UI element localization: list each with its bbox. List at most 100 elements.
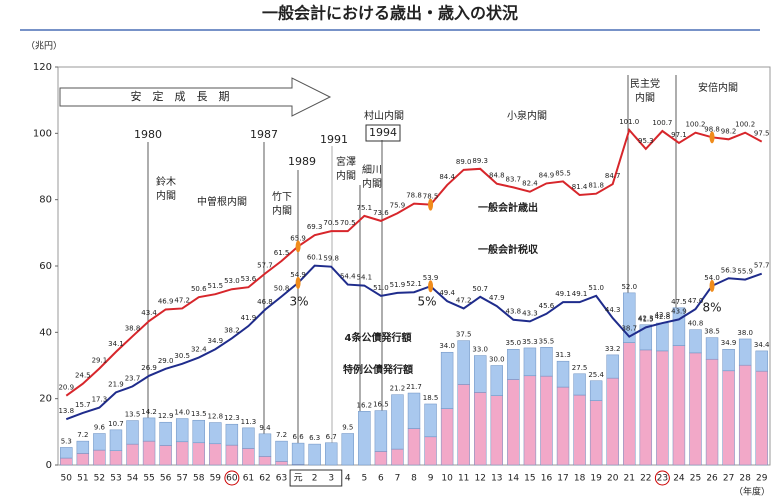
x-tick-label: 63 [276, 474, 287, 484]
bar-segment [258, 456, 272, 466]
tax-marker [295, 276, 301, 289]
bar-segment [606, 377, 619, 466]
bar-total: 9.5 [342, 423, 353, 431]
bar-segment [556, 386, 570, 466]
annotation: 内閣 [362, 177, 382, 190]
bar-segment [275, 440, 288, 462]
x-tick-label: 56 [160, 474, 172, 484]
bar-segment [589, 380, 603, 401]
x-tick-label: 5 [361, 474, 367, 484]
bar-segment [192, 419, 205, 444]
bar-total: 14.0 [174, 409, 190, 417]
point-label: 61.5 [274, 249, 290, 257]
bar-segment [324, 442, 338, 466]
bar-total: 7.2 [276, 431, 287, 439]
bar-total: 33.2 [605, 345, 621, 353]
chart-title: 一般会計における歳出・歳入の状況 [262, 4, 518, 23]
bar-segment [391, 394, 404, 450]
point-label: 13.8 [58, 407, 74, 415]
bar-segment [689, 352, 702, 466]
bar-total: 21.7 [406, 383, 422, 391]
bar-segment [192, 442, 205, 466]
point-label: 49.1 [572, 290, 588, 298]
bar-segment [589, 400, 603, 466]
x-tick-circle [654, 470, 670, 486]
point-label: 23.7 [125, 374, 141, 382]
annotation: 8% [702, 301, 721, 315]
point-label: 53.0 [224, 277, 240, 285]
annotation: 内閣 [336, 169, 356, 182]
x-tick-label: 60 [226, 474, 238, 484]
bar-segment [672, 307, 686, 346]
x-tick-label: 6 [378, 474, 384, 484]
bar-segment [374, 451, 388, 466]
bar-total: 18.5 [423, 394, 439, 402]
annotation: 内閣 [272, 204, 292, 217]
bar-segment [225, 423, 239, 446]
point-label: 29.1 [92, 356, 108, 364]
y-tick-label: 60 [39, 261, 52, 272]
x-tick-box [289, 469, 343, 487]
point-label: 53.6 [241, 275, 257, 283]
annotation: 小泉内閣 [507, 109, 547, 122]
point-label: 97.1 [671, 131, 687, 139]
point-label: 81.4 [572, 183, 588, 191]
tax-marker [428, 198, 434, 211]
point-label: 54.1 [357, 274, 373, 282]
x-tick-label: 19 [590, 474, 602, 484]
annotation: 鈴木 [156, 175, 176, 188]
point-label: 78.8 [406, 192, 422, 200]
bar-total: 21.2 [390, 385, 406, 393]
x-tick-label: 12 [475, 474, 486, 484]
bar-total: 7.2 [77, 431, 88, 439]
point-label: 54.0 [704, 274, 720, 282]
bar-segment [623, 342, 636, 466]
x-tick-label: 25 [690, 474, 701, 484]
point-label: 50.6 [191, 285, 207, 293]
x-tick-label: 13 [491, 474, 502, 484]
point-label: 43.8 [506, 308, 522, 316]
bar-total: 27.5 [572, 364, 588, 372]
bar-segment [523, 347, 537, 377]
bar-total: 37.5 [456, 331, 472, 339]
x-tick-label: 29 [756, 474, 768, 484]
bar-segment [275, 461, 288, 466]
annotation-box [365, 124, 401, 142]
x-tick-label: 53 [110, 474, 121, 484]
bar-segment [540, 347, 553, 377]
bar-segment [424, 436, 437, 466]
bar-segment [474, 355, 487, 393]
annotation: 1991 [320, 133, 348, 146]
point-label: 100.7 [652, 119, 672, 127]
point-label: 84.8 [489, 172, 505, 180]
y-axis-label: （兆円） [26, 41, 62, 52]
bar-total: 35.5 [539, 337, 555, 345]
point-label: 51.5 [208, 282, 224, 290]
point-label: 20.9 [58, 384, 74, 392]
point-label: 53.9 [423, 274, 439, 282]
point-label: 41.5 [638, 315, 654, 323]
bar-segment [209, 443, 222, 466]
point-label: 44.3 [605, 306, 621, 314]
bar-segment [573, 373, 586, 396]
annotation: 内閣 [635, 91, 655, 104]
bar-segment [705, 358, 719, 466]
annotation: 安倍内閣 [698, 81, 738, 94]
bar-segment [705, 337, 719, 360]
point-label: 49.1 [555, 290, 571, 298]
bar-segment [457, 340, 470, 385]
bar-segment [341, 433, 354, 466]
point-label: 50.8 [274, 285, 290, 293]
x-tick-circle [224, 470, 240, 486]
bar-total: 35.0 [506, 339, 522, 347]
bar-segment [440, 351, 454, 409]
bar-segment [159, 445, 172, 466]
x-tick-label: 15 [524, 474, 535, 484]
annotation: 中曽根内閣 [197, 195, 247, 208]
x-tick-label: 62 [259, 474, 270, 484]
tax-marker [709, 279, 715, 292]
x-tick-label: 17 [557, 474, 568, 484]
bar-total: 33.0 [472, 346, 488, 354]
y-tick-label: 100 [33, 128, 52, 139]
bar-total: 38.5 [704, 328, 720, 336]
